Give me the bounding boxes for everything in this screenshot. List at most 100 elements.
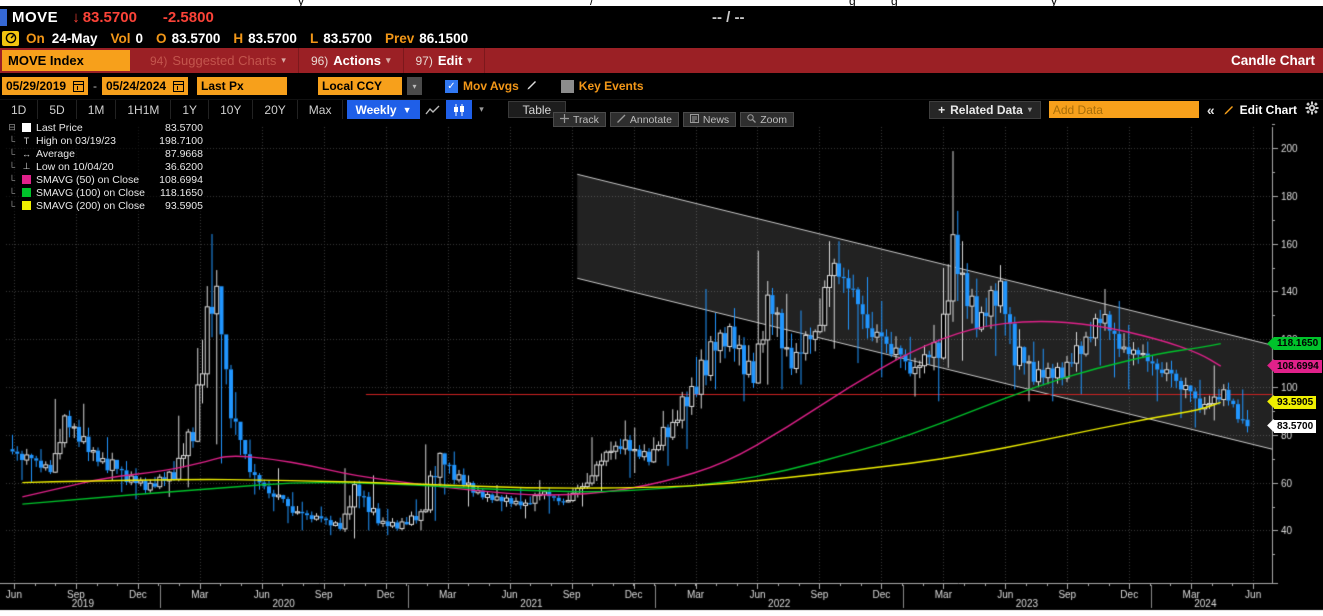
currency-chevron-down-icon[interactable]: ▾ [407, 77, 422, 95]
axis-price-tag: 118.1650 [1274, 337, 1322, 351]
cropped-text-fragment: g [849, 0, 856, 6]
ticker-symbol: MOVE [12, 8, 59, 26]
chart-tool-label: Track [573, 113, 599, 126]
range-button-10y[interactable]: 10Y [209, 100, 254, 119]
legend-item[interactable]: ⊟ Last Price 83.5700 [7, 121, 203, 134]
chevron-down-icon: ▼ [402, 104, 412, 115]
related-data-label: Related Data [950, 102, 1023, 117]
quote-field-value: 0 [135, 30, 144, 46]
legend-tree-line: └ [8, 135, 16, 146]
chart-tool-label: Zoom [760, 113, 788, 126]
legend-collapse-icon[interactable]: ⊟ [8, 122, 16, 132]
top-strip: y / g g y [0, 0, 1323, 6]
legend-label: Average [36, 147, 75, 160]
plus-icon: + [938, 102, 946, 117]
range-button-1m[interactable]: 1M [77, 100, 117, 119]
session-label: On [26, 30, 45, 46]
legend-value: 108.6994 [159, 173, 203, 186]
chart-type-label: Candle Chart [1230, 53, 1315, 68]
quote-fields: Vol 0 O 83.5700 H 83.5700 L 83.5700 Prev 86.1500 [111, 31, 469, 46]
chart-settings-gear-icon[interactable] [1305, 101, 1319, 118]
frequency-select[interactable]: Weekly ▼ [347, 100, 420, 119]
related-data-button[interactable]: + Related Data ▾ [929, 100, 1041, 119]
table-button[interactable]: Table [507, 101, 567, 118]
chart-tool-zoom-button[interactable]: Zoom [740, 112, 795, 127]
legend-tree-line: └ [8, 174, 16, 185]
range-button-5d[interactable]: 5D [38, 100, 77, 119]
legend-item[interactable]: └ SMAVG (200) on Close 93.5905 [7, 199, 203, 212]
price-field-select[interactable]: Last Px [197, 77, 287, 95]
menu-item-edit[interactable]: 97) Edit ▾ [404, 48, 485, 73]
quote-field-label: H [233, 30, 244, 46]
chevron-down-icon: ▾ [467, 55, 472, 65]
date-range-separator: - [93, 79, 97, 93]
legend-item[interactable]: └ ⊥ Low on 10/04/20 36.6200 [7, 160, 203, 173]
calendar-icon[interactable] [73, 80, 84, 92]
legend-tree-line: └ [8, 161, 16, 172]
edit-mov-avgs-pencil-icon[interactable] [526, 79, 538, 94]
quote-field: O 83.5700 [156, 31, 220, 46]
legend-item[interactable]: └ SMAVG (100) on Close 118.1650 [7, 186, 203, 199]
range-button-20y[interactable]: 20Y [253, 100, 298, 119]
legend-item[interactable]: └ T High on 03/19/23 198.7100 [7, 134, 203, 147]
news-icon [689, 113, 699, 126]
chevron-down-icon: ▾ [281, 55, 286, 65]
calendar-icon[interactable] [173, 80, 184, 92]
legend-value: 36.6200 [164, 160, 203, 173]
cropped-text-fragment: g [891, 0, 898, 6]
menu-items: 94) Suggested Charts ▾ 96) Actions ▾ 97) Edit ▾ [138, 48, 485, 73]
legend-value: 93.5905 [164, 199, 203, 212]
down-arrow-icon: ↓ [72, 8, 80, 26]
axis-price-tag: 83.5700 [1274, 419, 1317, 433]
chart-tool-label: Annotate [629, 113, 672, 126]
chart-style-chevron-down-icon[interactable]: ▾ [479, 104, 484, 114]
legend-item[interactable]: └ SMAVG (50) on Close 108.6994 [7, 173, 203, 186]
range-button-1d[interactable]: 1D [0, 100, 39, 119]
security-name-box[interactable]: MOVE Index [2, 50, 130, 71]
track-icon [560, 113, 569, 126]
menu-item-label: Edit [437, 53, 463, 68]
chart-tool-news-button[interactable]: News [682, 112, 737, 127]
legend-label: Low on 10/04/20 [36, 160, 114, 173]
date-to-input[interactable]: 05/24/2024 [102, 77, 188, 95]
annotate-icon [616, 114, 626, 126]
key-events-checkbox[interactable] [560, 79, 574, 93]
last-price: 83.5700 [82, 8, 137, 26]
chart-tool-track-button[interactable]: Track [553, 112, 606, 127]
quote-field-label: O [156, 30, 167, 46]
range-button-max[interactable]: Max [298, 100, 344, 119]
edit-chart-button[interactable]: Edit Chart [1223, 103, 1297, 117]
legend-marker-icon: ⊥ [22, 161, 31, 171]
chart-overlay-toolbar: Track Annotate News Zoom [553, 112, 795, 127]
pencil-icon [1224, 105, 1233, 114]
range-button-1y[interactable]: 1Y [171, 100, 210, 119]
collapse-panel-icon[interactable]: « [1206, 101, 1215, 118]
candle-chart-icon[interactable] [445, 100, 472, 119]
menu-item-number: 97) [415, 53, 433, 68]
price-chart-canvas[interactable] [0, 119, 1323, 616]
menu-item-actions[interactable]: 96) Actions ▾ [299, 48, 404, 73]
legend-swatch [22, 201, 31, 210]
date-from-input[interactable]: 05/29/2019 [2, 77, 88, 95]
currency-select[interactable]: Local CCY [318, 77, 402, 95]
add-data-input[interactable] [1048, 101, 1199, 118]
frequency-value: Weekly [355, 102, 397, 117]
chart-tool-annotate-button[interactable]: Annotate [609, 112, 679, 127]
legend-value: 87.9668 [164, 147, 203, 160]
mov-avgs-label: Mov Avgs [463, 79, 519, 93]
axis-price-tag: 93.5905 [1274, 395, 1317, 409]
legend-item[interactable]: └ ↔ Average 87.9668 [7, 147, 203, 160]
legend-value: 118.1650 [159, 186, 203, 199]
quote-field-label: Vol [110, 30, 131, 46]
line-chart-icon[interactable] [420, 100, 446, 119]
security-title-bar: MOVE ↓ 83.5700 -2.5800 -- / -- [0, 6, 1323, 28]
quote-field-label: Prev [385, 30, 415, 46]
legend-label: SMAVG (100) on Close [36, 186, 145, 199]
menu-item-suggested-charts[interactable]: 94) Suggested Charts ▾ [138, 48, 299, 73]
range-button-1h1m[interactable]: 1H1M [116, 100, 172, 119]
mov-avgs-checkbox[interactable]: ✓ [445, 79, 458, 93]
quote-field: Vol 0 [111, 31, 144, 46]
legend-label: High on 03/19/23 [36, 134, 116, 147]
session-date: 24-May [51, 30, 98, 46]
